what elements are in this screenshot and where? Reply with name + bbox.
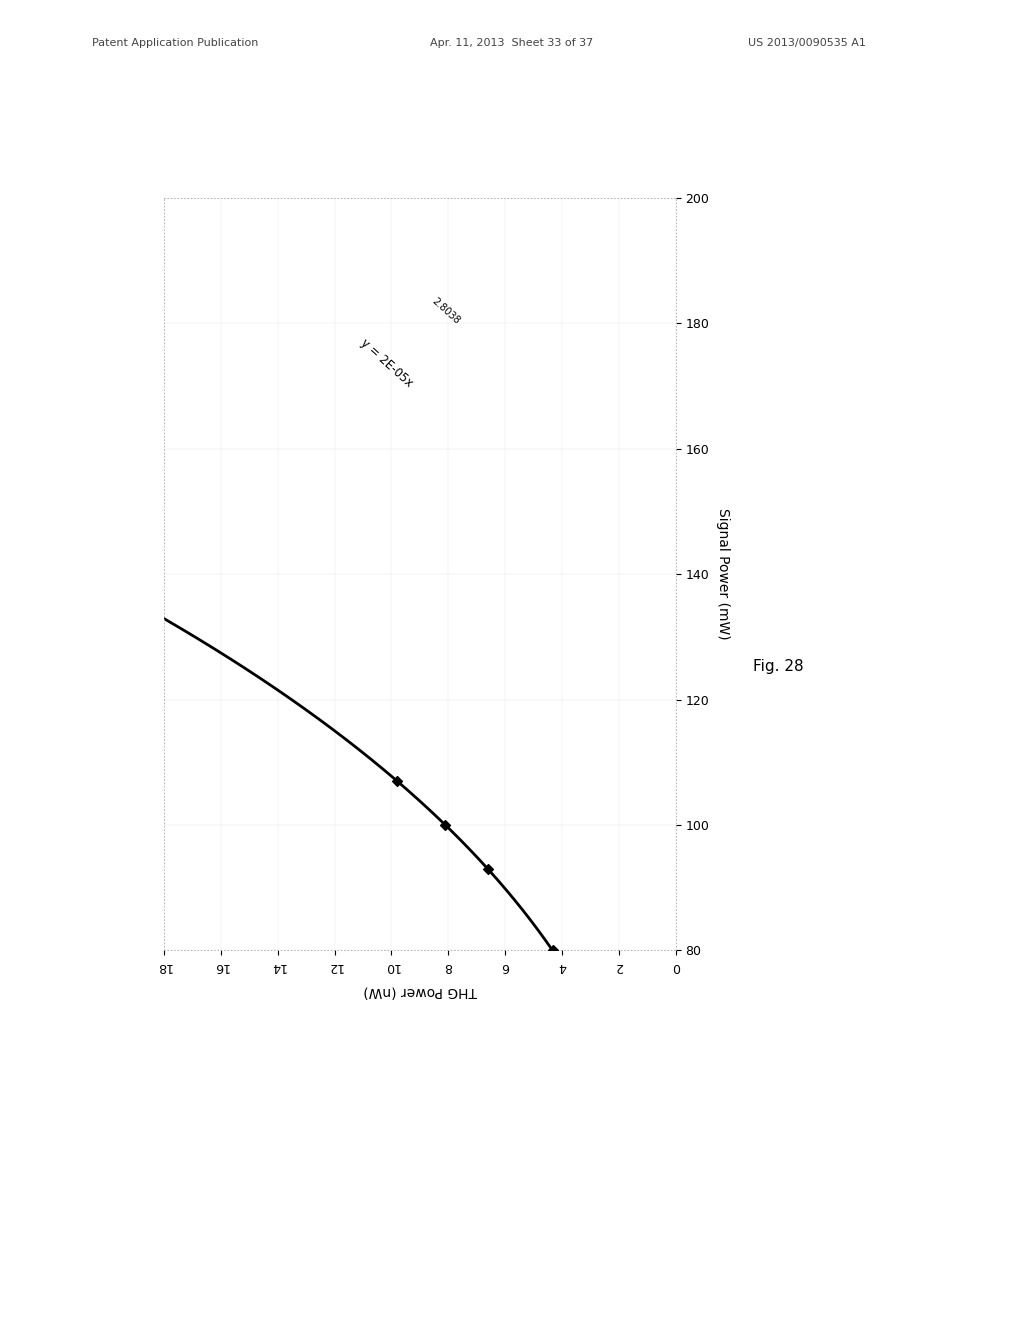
- X-axis label: THG Power (nW): THG Power (nW): [362, 985, 477, 998]
- Point: [389, 771, 406, 792]
- Y-axis label: Signal Power (mW): Signal Power (mW): [716, 508, 730, 640]
- Point: [545, 940, 561, 961]
- Text: y = 2E-05x: y = 2E-05x: [358, 337, 416, 391]
- Text: Fig. 28: Fig. 28: [753, 659, 804, 675]
- Text: Patent Application Publication: Patent Application Publication: [92, 38, 258, 49]
- Text: 2.8038: 2.8038: [430, 296, 462, 326]
- Point: [479, 858, 496, 879]
- Point: [437, 814, 454, 836]
- Text: US 2013/0090535 A1: US 2013/0090535 A1: [748, 38, 865, 49]
- Text: Apr. 11, 2013  Sheet 33 of 37: Apr. 11, 2013 Sheet 33 of 37: [430, 38, 593, 49]
- Point: [111, 582, 127, 603]
